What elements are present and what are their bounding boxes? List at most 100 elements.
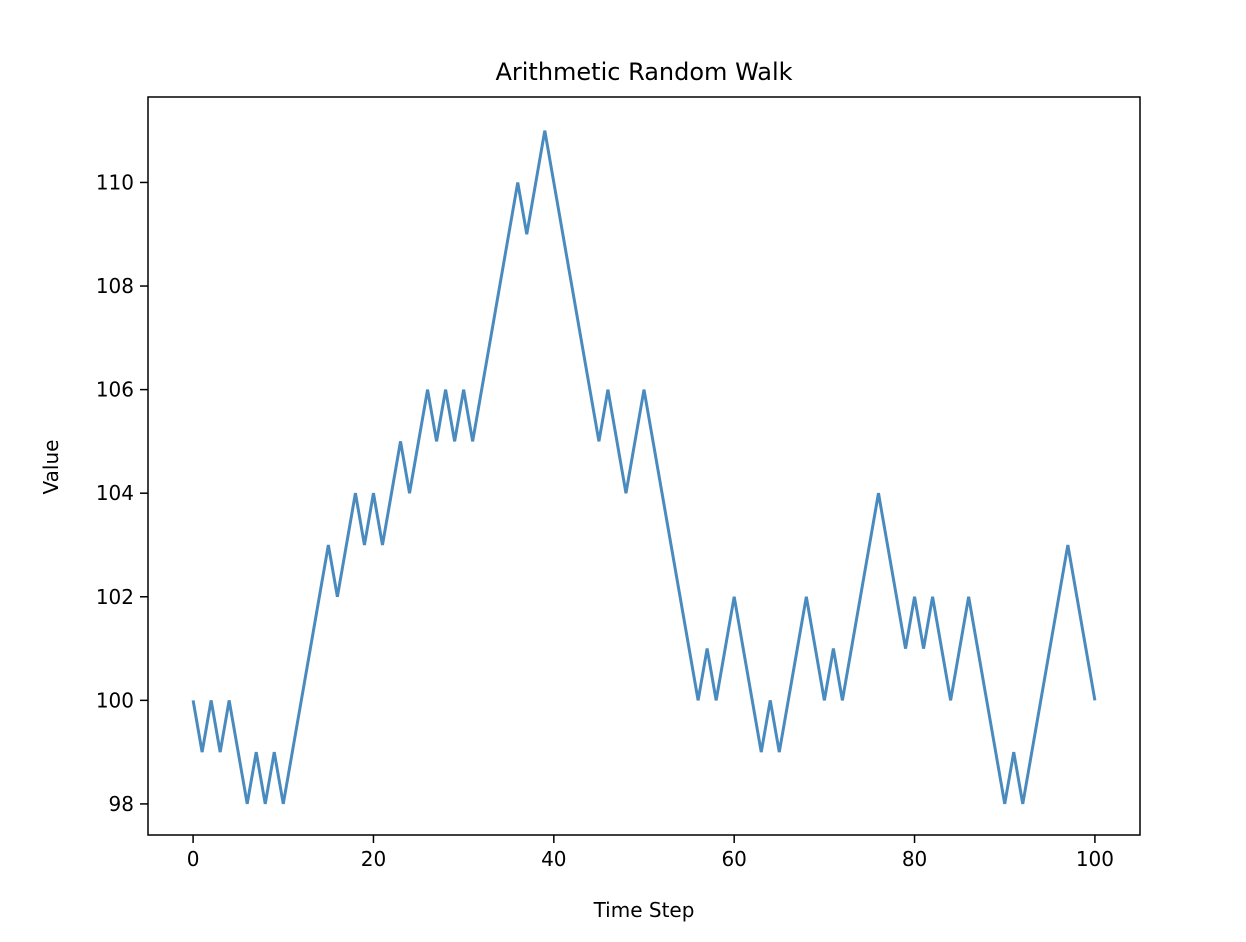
data-point bbox=[579, 336, 582, 339]
data-point bbox=[417, 440, 420, 443]
data-point bbox=[1048, 647, 1051, 650]
data-point bbox=[688, 647, 691, 650]
y-tick-label: 98 bbox=[109, 792, 134, 816]
y-tick-label: 108 bbox=[96, 274, 134, 298]
x-tick-label: 40 bbox=[541, 847, 566, 871]
data-point bbox=[633, 440, 636, 443]
data-point bbox=[426, 388, 429, 391]
data-point bbox=[697, 699, 700, 702]
chart-title: Arithmetic Random Walk bbox=[495, 58, 792, 86]
data-point bbox=[552, 181, 555, 184]
data-point bbox=[931, 595, 934, 598]
plot-frame bbox=[147, 96, 1141, 836]
data-point bbox=[760, 751, 763, 754]
y-axis-label: Value bbox=[39, 440, 63, 495]
data-point bbox=[264, 802, 267, 805]
x-tick-label: 20 bbox=[361, 847, 386, 871]
data-point bbox=[1084, 647, 1087, 650]
data-point bbox=[228, 699, 231, 702]
data-point bbox=[390, 492, 393, 495]
data-point bbox=[886, 543, 889, 546]
y-tick-label: 102 bbox=[96, 585, 134, 609]
data-point bbox=[994, 751, 997, 754]
data-point bbox=[327, 543, 330, 546]
y-tick-label: 110 bbox=[96, 170, 134, 194]
data-point bbox=[976, 647, 979, 650]
data-point bbox=[273, 751, 276, 754]
data-point bbox=[354, 492, 357, 495]
data-point bbox=[715, 699, 718, 702]
data-point bbox=[453, 440, 456, 443]
data-point bbox=[318, 595, 321, 598]
data-point bbox=[814, 647, 817, 650]
data-point bbox=[913, 595, 916, 598]
data-point bbox=[336, 595, 339, 598]
data-point bbox=[300, 699, 303, 702]
data-point bbox=[462, 388, 465, 391]
x-tick-label: 60 bbox=[721, 847, 746, 871]
data-point bbox=[534, 181, 537, 184]
data-point bbox=[859, 595, 862, 598]
data-point bbox=[507, 233, 510, 236]
data-point bbox=[435, 440, 438, 443]
data-point bbox=[805, 595, 808, 598]
data-point bbox=[255, 751, 258, 754]
data-point bbox=[742, 647, 745, 650]
data-point bbox=[922, 647, 925, 650]
data-point bbox=[1012, 751, 1015, 754]
data-point bbox=[652, 440, 655, 443]
data-point bbox=[1057, 595, 1060, 598]
data-point bbox=[246, 802, 249, 805]
data-point bbox=[1021, 802, 1024, 805]
data-point bbox=[444, 388, 447, 391]
data-point bbox=[408, 492, 411, 495]
data-point bbox=[543, 129, 546, 132]
data-point bbox=[1030, 751, 1033, 754]
data-point bbox=[724, 647, 727, 650]
data-point bbox=[489, 336, 492, 339]
plot-data-layer bbox=[191, 129, 1097, 805]
data-point bbox=[841, 699, 844, 702]
data-point bbox=[606, 388, 609, 391]
data-point bbox=[877, 492, 880, 495]
data-point bbox=[381, 543, 384, 546]
data-point bbox=[985, 699, 988, 702]
data-point bbox=[778, 751, 781, 754]
data-point bbox=[210, 699, 213, 702]
data-point bbox=[201, 751, 204, 754]
data-point bbox=[570, 285, 573, 288]
data-point bbox=[597, 440, 600, 443]
data-point bbox=[895, 595, 898, 598]
data-point bbox=[399, 440, 402, 443]
data-point bbox=[643, 388, 646, 391]
data-point bbox=[787, 699, 790, 702]
data-point bbox=[751, 699, 754, 702]
data-point bbox=[706, 647, 709, 650]
y-tick-label: 100 bbox=[96, 688, 134, 712]
data-point bbox=[525, 233, 528, 236]
x-axis-label: Time Step bbox=[593, 898, 695, 922]
data-point bbox=[661, 492, 664, 495]
data-point bbox=[237, 751, 240, 754]
data-point bbox=[769, 699, 772, 702]
y-tick-label: 104 bbox=[96, 481, 134, 505]
data-point bbox=[868, 543, 871, 546]
x-tick-label: 80 bbox=[902, 847, 927, 871]
data-point bbox=[624, 492, 627, 495]
data-point bbox=[679, 595, 682, 598]
data-point bbox=[904, 647, 907, 650]
data-point bbox=[282, 802, 285, 805]
data-point bbox=[832, 647, 835, 650]
data-point bbox=[823, 699, 826, 702]
data-point bbox=[940, 647, 943, 650]
data-point bbox=[796, 647, 799, 650]
x-tick-label: 0 bbox=[187, 847, 200, 871]
data-point bbox=[733, 595, 736, 598]
data-point bbox=[471, 440, 474, 443]
data-point bbox=[345, 543, 348, 546]
x-tick-label: 100 bbox=[1076, 847, 1114, 871]
data-point bbox=[219, 751, 222, 754]
data-point bbox=[372, 492, 375, 495]
